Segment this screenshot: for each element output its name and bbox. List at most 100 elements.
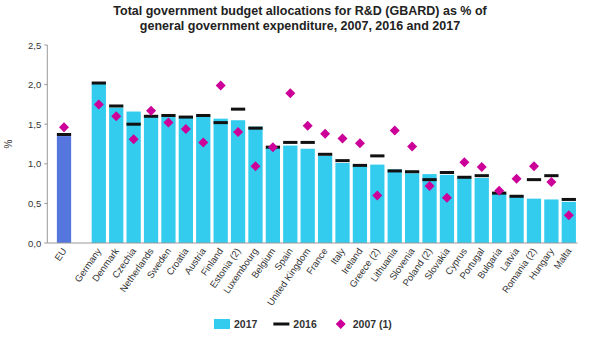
diamond-marker <box>494 186 504 196</box>
bar <box>214 119 228 243</box>
bar <box>492 193 506 243</box>
dash-marker <box>509 195 523 198</box>
y-tick-label: 1,0 <box>28 158 41 169</box>
dash-marker <box>370 154 384 157</box>
page: {"chart_data": {"type": "bar", "title": … <box>0 0 600 339</box>
dash-marker <box>475 174 489 177</box>
diamond-marker <box>390 126 400 136</box>
dash-marker <box>214 121 228 124</box>
diamond-marker <box>407 141 417 151</box>
dash-marker <box>196 114 210 117</box>
diamond-marker <box>303 121 313 131</box>
y-axis: 0,00,51,01,52,02,5 <box>28 40 47 249</box>
dash-marker <box>283 141 297 144</box>
bar <box>179 118 193 243</box>
dash-marker <box>318 153 332 156</box>
x-tick-label: France <box>304 246 330 277</box>
legend-swatch <box>336 319 346 329</box>
bar <box>527 199 541 243</box>
dash-marker <box>335 159 349 162</box>
bar <box>57 136 71 243</box>
y-tick <box>44 124 47 125</box>
chart: 0,00,51,01,52,02,5%EUGermanyDenmarkCzech… <box>0 0 600 339</box>
bar <box>370 165 384 243</box>
dash-marker <box>179 116 193 119</box>
dash-marker <box>231 108 245 111</box>
y-axis-line <box>47 45 48 243</box>
y-tick <box>44 203 47 204</box>
diamond-marker <box>425 181 435 191</box>
diamond-marker <box>146 106 156 116</box>
bar <box>475 178 489 243</box>
diamond-marker <box>320 129 330 139</box>
bar <box>301 149 315 243</box>
diamond-marker <box>372 190 382 200</box>
x-tick-label: EU <box>52 246 69 263</box>
bar <box>92 84 106 243</box>
x-axis: EUGermanyDenmarkCzechiaNetherlandsSweden… <box>52 245 574 307</box>
bar <box>318 156 332 243</box>
dash-marker <box>422 178 436 181</box>
bar <box>161 117 175 243</box>
diamond-marker <box>198 137 208 147</box>
dash-marker <box>161 114 175 117</box>
y-tick-label: 0,5 <box>28 198 41 209</box>
diamond-marker <box>181 124 191 134</box>
dash-marker <box>248 127 262 130</box>
y-tick <box>44 243 47 244</box>
diamond-marker <box>564 210 574 220</box>
bar <box>422 174 436 243</box>
y-tick-label: 0,0 <box>28 238 41 249</box>
y-tick <box>44 84 47 85</box>
legend-label: 2017 <box>234 318 258 330</box>
dash-marker <box>301 141 315 144</box>
diamond-marker <box>59 122 69 132</box>
dash-marker <box>388 169 402 172</box>
legend-label: 2007 (1) <box>353 318 392 330</box>
legend: 2017 2016 2007 (1) <box>214 318 392 330</box>
bar <box>126 112 140 243</box>
dash-marker <box>440 171 454 174</box>
y-axis-label: % <box>3 139 14 148</box>
y-tick-label: 1,5 <box>28 119 41 130</box>
dash-marker <box>353 164 367 167</box>
bar <box>231 120 245 243</box>
diamond-marker <box>442 193 452 203</box>
legend-swatch <box>273 323 289 326</box>
x-axis-line <box>47 243 577 244</box>
dash-marker <box>405 170 419 173</box>
dash-marker <box>562 198 576 201</box>
y-tick <box>44 45 47 46</box>
diamond-marker <box>355 138 365 148</box>
dash-marker <box>527 178 541 181</box>
bar <box>440 175 454 243</box>
bar <box>335 163 349 243</box>
diamond-marker <box>338 133 348 143</box>
bar <box>109 108 123 243</box>
bar <box>353 165 367 243</box>
dash-marker <box>126 123 140 126</box>
bar <box>196 116 210 243</box>
bar <box>248 127 262 243</box>
bar <box>509 197 523 243</box>
diamond-marker <box>285 88 295 98</box>
diamond-marker <box>512 174 522 184</box>
bar <box>388 169 402 243</box>
diamond-marker <box>546 177 556 187</box>
diamond-marker <box>233 127 243 137</box>
dash-marker <box>57 133 71 136</box>
bar <box>266 148 280 243</box>
bar <box>457 178 471 243</box>
y-tick-label: 2,5 <box>28 40 41 51</box>
diamond-marker <box>94 99 104 109</box>
legend-label: 2016 <box>293 318 317 330</box>
diamond-marker <box>163 118 173 128</box>
bar <box>283 146 297 243</box>
dash-marker <box>92 82 106 85</box>
dash-marker <box>109 104 123 107</box>
title: Total government budget allocations for … <box>90 4 510 34</box>
y-tick <box>44 163 47 164</box>
diamond-marker <box>250 161 260 171</box>
x-tick-label: Malta <box>551 245 574 271</box>
bar <box>405 173 419 243</box>
